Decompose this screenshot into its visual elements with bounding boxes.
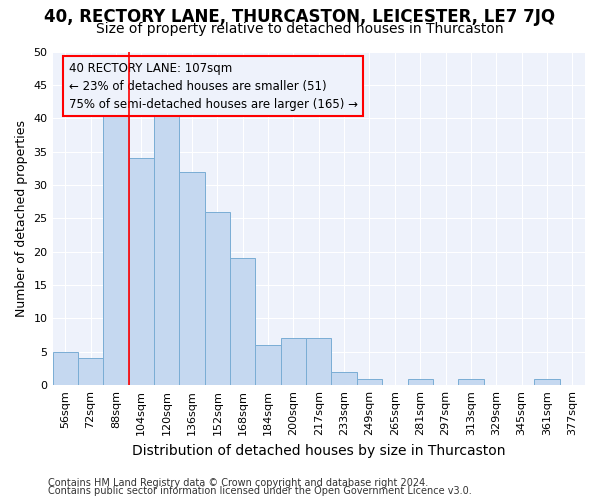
Bar xyxy=(103,112,128,385)
Bar xyxy=(458,378,484,385)
Bar xyxy=(256,345,281,385)
Text: Contains HM Land Registry data © Crown copyright and database right 2024.: Contains HM Land Registry data © Crown c… xyxy=(48,478,428,488)
Text: Contains public sector information licensed under the Open Government Licence v3: Contains public sector information licen… xyxy=(48,486,472,496)
Bar xyxy=(407,378,433,385)
Text: 40, RECTORY LANE, THURCASTON, LEICESTER, LE7 7JQ: 40, RECTORY LANE, THURCASTON, LEICESTER,… xyxy=(44,8,556,26)
Bar xyxy=(281,338,306,385)
Bar xyxy=(205,212,230,385)
Bar xyxy=(230,258,256,385)
X-axis label: Distribution of detached houses by size in Thurcaston: Distribution of detached houses by size … xyxy=(132,444,506,458)
Bar xyxy=(357,378,382,385)
Bar xyxy=(78,358,103,385)
Bar xyxy=(534,378,560,385)
Bar xyxy=(128,158,154,385)
Text: 40 RECTORY LANE: 107sqm
← 23% of detached houses are smaller (51)
75% of semi-de: 40 RECTORY LANE: 107sqm ← 23% of detache… xyxy=(68,62,358,110)
Y-axis label: Number of detached properties: Number of detached properties xyxy=(15,120,28,317)
Text: Size of property relative to detached houses in Thurcaston: Size of property relative to detached ho… xyxy=(96,22,504,36)
Bar xyxy=(154,112,179,385)
Bar xyxy=(306,338,331,385)
Bar xyxy=(331,372,357,385)
Bar xyxy=(53,352,78,385)
Bar xyxy=(179,172,205,385)
